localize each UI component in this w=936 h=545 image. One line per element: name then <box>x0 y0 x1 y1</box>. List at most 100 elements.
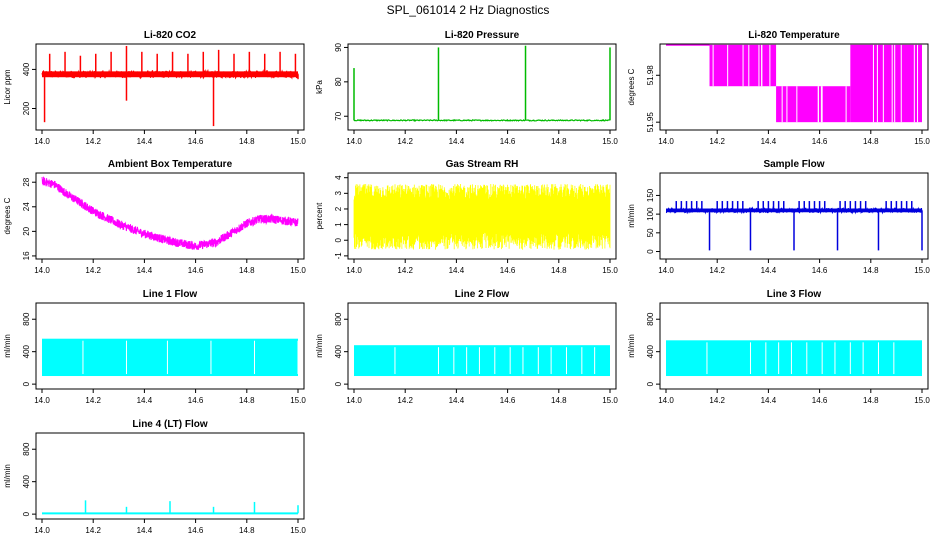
x-tick-label: 14.6 <box>500 266 516 275</box>
plot-area <box>42 338 299 377</box>
x-tick-label: 15.0 <box>602 266 618 275</box>
y-axis-label: ml/min <box>627 204 636 228</box>
x-tick-label: 14.6 <box>812 266 828 275</box>
x-tick-label: 15.0 <box>290 137 306 146</box>
chart-panel-3: Li-820 Temperature degrees C 14.0 14.2 14.4 1… <box>627 30 930 146</box>
y-axis-label: degrees C <box>3 197 12 234</box>
x-tick-label: 14.6 <box>188 266 204 275</box>
y-axis-label: ml/min <box>3 334 12 358</box>
y-tick-label: 400 <box>646 344 655 358</box>
plot-area <box>42 500 299 515</box>
chart-title: Gas Stream RH <box>446 159 519 170</box>
x-tick-label: 14.2 <box>397 266 413 275</box>
series-block <box>42 338 298 377</box>
x-tick-label: 14.2 <box>709 266 725 275</box>
chart-panel-4: Ambient Box Temperature degrees C 14.0 14.2… <box>3 159 306 275</box>
x-tick-label: 14.8 <box>551 396 567 405</box>
x-tick-label: 14.4 <box>137 266 153 275</box>
plot-frame <box>35 432 305 520</box>
x-tick-label: 14.2 <box>85 137 101 146</box>
chart-title: Line 4 (LT) Flow <box>132 419 208 430</box>
plot-area <box>353 184 611 250</box>
y-tick-label: 24 <box>22 202 31 211</box>
x-tick-label: 14.0 <box>34 396 50 405</box>
y-tick-label: 20 <box>22 226 31 235</box>
level-band <box>850 44 922 123</box>
x-tick-label: 15.0 <box>602 137 618 146</box>
y-tick-label: 800 <box>646 312 655 326</box>
y-tick-label: 800 <box>22 312 31 326</box>
x-tick-label: 14.8 <box>239 526 255 535</box>
y-tick-label: 70 <box>334 111 343 120</box>
y-tick-label: 0 <box>334 237 343 242</box>
y-tick-label: 200 <box>22 101 31 115</box>
x-tick-label: 14.6 <box>500 137 516 146</box>
chart-title: Line 2 Flow <box>455 289 510 300</box>
chart-panel-6: Sample Flow ml/min 14.0 14.2 14.4 14.6 14.8 15.… <box>627 159 930 275</box>
y-tick-label: 3 <box>334 191 343 196</box>
x-tick-label: 14.0 <box>34 266 50 275</box>
plot-frame <box>35 302 305 390</box>
x-tick-label: 15.0 <box>914 266 930 275</box>
plot-frame <box>659 302 929 390</box>
x-tick-label: 14.0 <box>346 137 362 146</box>
x-tick-label: 14.8 <box>863 266 879 275</box>
y-tick-label: 400 <box>22 62 31 76</box>
x-tick-label: 14.2 <box>397 396 413 405</box>
chart-title: Li-820 Pressure <box>445 30 520 41</box>
y-axis-label: degrees C <box>627 68 636 105</box>
x-tick-label: 14.8 <box>863 396 879 405</box>
y-tick-label: 150 <box>646 188 655 202</box>
y-axis-label: percent <box>315 202 324 229</box>
x-tick-label: 15.0 <box>914 137 930 146</box>
plot-frame <box>35 172 305 260</box>
x-tick-label: 14.4 <box>137 137 153 146</box>
y-tick-label: 400 <box>334 344 343 358</box>
y-tick-label: 0 <box>334 381 343 386</box>
y-tick-label: 80 <box>334 77 343 86</box>
x-tick-label: 14.4 <box>137 526 153 535</box>
chart-title: Sample Flow <box>763 159 824 170</box>
chart-panel-10: Line 4 (LT) Flow ml/min 14.0 14.2 14.4 14.6 14… <box>3 419 306 535</box>
x-tick-label: 15.0 <box>290 396 306 405</box>
y-tick-label: 90 <box>334 42 343 51</box>
plot-area <box>353 45 611 123</box>
y-tick-label: 51.98 <box>646 65 655 86</box>
x-tick-label: 14.0 <box>346 396 362 405</box>
plot-area <box>666 44 922 123</box>
chart-panel-8: Line 2 Flow ml/min 14.0 14.2 14.4 14.6 14.8 15.… <box>315 289 618 405</box>
x-tick-label: 14.2 <box>709 396 725 405</box>
y-axis-label: ml/min <box>627 334 636 358</box>
y-tick-label: 0 <box>646 381 655 386</box>
plot-frame <box>35 43 305 131</box>
x-tick-label: 15.0 <box>290 526 306 535</box>
plot-frame <box>659 172 929 260</box>
x-tick-label: 14.2 <box>709 137 725 146</box>
series-line <box>665 206 923 215</box>
x-tick-label: 14.8 <box>551 266 567 275</box>
y-tick-label: 51.95 <box>646 112 655 133</box>
x-tick-label: 14.6 <box>188 396 204 405</box>
plot-frame <box>347 172 617 260</box>
x-tick-label: 14.6 <box>188 526 204 535</box>
series-line <box>353 118 610 123</box>
x-tick-label: 14.8 <box>239 266 255 275</box>
x-tick-label: 15.0 <box>602 396 618 405</box>
y-tick-label: 50 <box>646 228 655 237</box>
plot-frame <box>347 43 617 131</box>
chart-panel-9: Line 3 Flow ml/min 14.0 14.2 14.4 14.6 14.8 15.… <box>627 289 930 405</box>
x-tick-label: 14.4 <box>761 137 777 146</box>
x-tick-label: 15.0 <box>914 396 930 405</box>
plot-area <box>666 340 922 377</box>
chart-title: Line 3 Flow <box>767 289 822 300</box>
x-tick-label: 14.0 <box>658 266 674 275</box>
plot-area <box>41 176 299 250</box>
y-tick-label: 100 <box>646 207 655 221</box>
chart-title: Ambient Box Temperature <box>108 159 233 170</box>
x-tick-label: 14.4 <box>449 266 465 275</box>
series-block <box>354 345 610 377</box>
y-tick-label: 800 <box>334 312 343 326</box>
x-tick-label: 14.6 <box>812 396 828 405</box>
y-tick-label: 400 <box>22 474 31 488</box>
